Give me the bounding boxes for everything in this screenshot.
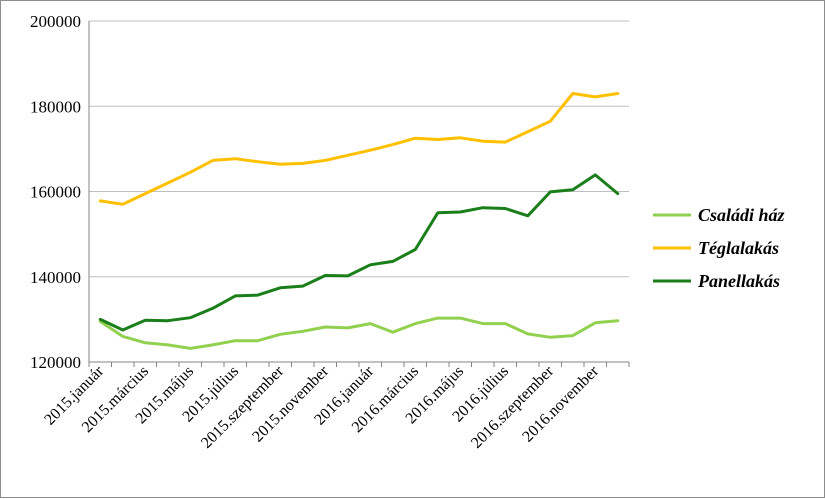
data-point xyxy=(459,136,462,139)
data-point xyxy=(301,162,304,165)
data-point xyxy=(594,173,597,177)
data-point xyxy=(121,335,124,338)
data-point xyxy=(436,211,439,215)
data-point xyxy=(234,294,237,298)
data-point xyxy=(481,140,484,143)
data-point xyxy=(414,137,417,140)
data-point xyxy=(279,286,282,290)
legend-label: Panellakás xyxy=(697,271,780,291)
series-line-0 xyxy=(98,316,620,350)
data-point xyxy=(324,274,327,277)
legend: Családi ház Téglalakás Panellakás xyxy=(653,205,785,291)
data-point xyxy=(549,190,552,194)
series-line-2 xyxy=(98,173,620,332)
data-point xyxy=(189,316,192,319)
data-point xyxy=(346,326,349,330)
data-point xyxy=(369,148,372,152)
legend-label: Családi ház xyxy=(698,205,785,225)
data-point xyxy=(121,328,124,332)
data-point xyxy=(279,333,282,336)
data-point xyxy=(99,199,102,203)
data-point xyxy=(571,188,574,191)
series-lines xyxy=(98,92,620,350)
data-point xyxy=(616,192,619,195)
data-point xyxy=(189,347,192,350)
data-point xyxy=(414,248,417,251)
data-point xyxy=(526,214,529,217)
data-point xyxy=(391,143,394,146)
data-point xyxy=(391,330,394,334)
data-point xyxy=(369,263,372,267)
data-point xyxy=(99,318,102,321)
data-point xyxy=(369,322,372,325)
data-point xyxy=(144,319,147,322)
data-point xyxy=(234,339,237,342)
data-point xyxy=(211,343,214,347)
data-point xyxy=(549,336,552,339)
data-point xyxy=(616,319,619,322)
data-point xyxy=(256,293,259,297)
gridlines xyxy=(89,20,629,278)
data-point xyxy=(211,307,214,310)
data-point xyxy=(324,159,327,162)
data-point xyxy=(481,206,484,209)
data-point xyxy=(571,334,574,337)
data-point xyxy=(504,207,507,210)
data-point xyxy=(166,319,169,322)
data-point xyxy=(571,92,574,95)
data-point xyxy=(324,325,327,329)
data-point xyxy=(504,322,507,325)
data-point xyxy=(594,95,597,99)
data-point xyxy=(459,316,462,320)
data-point xyxy=(391,260,394,263)
y-tick-label: 140000 xyxy=(30,268,81,287)
data-point xyxy=(504,140,507,144)
data-point xyxy=(166,343,169,347)
data-point xyxy=(481,322,484,325)
data-point xyxy=(189,171,192,174)
axes xyxy=(88,21,630,367)
data-point xyxy=(279,163,282,166)
y-tick-label: 160000 xyxy=(30,183,81,202)
data-point xyxy=(144,341,147,345)
data-point xyxy=(616,92,619,95)
data-point xyxy=(594,321,597,324)
data-point xyxy=(346,274,349,278)
legend-label: Téglalakás xyxy=(698,238,779,258)
data-point xyxy=(256,339,259,342)
data-point xyxy=(459,210,462,214)
data-point xyxy=(211,159,214,162)
data-point xyxy=(166,181,169,185)
y-tick-label: 180000 xyxy=(30,97,81,116)
data-point xyxy=(144,192,147,195)
data-point xyxy=(526,130,529,134)
series-line-1 xyxy=(98,92,620,206)
data-point xyxy=(234,157,237,160)
data-point xyxy=(414,322,417,325)
data-point xyxy=(526,332,529,336)
y-tick-label: 120000 xyxy=(30,353,81,372)
data-point xyxy=(121,203,124,206)
y-tick-label: 200000 xyxy=(30,12,81,31)
data-point xyxy=(301,330,304,333)
data-point xyxy=(256,160,259,163)
data-point xyxy=(436,316,439,320)
x-tick-label: 2015.szeptember xyxy=(198,362,287,451)
data-point xyxy=(549,119,552,123)
data-point xyxy=(301,284,304,288)
data-point xyxy=(436,138,439,141)
data-point xyxy=(346,154,349,157)
tick-labels: 1200001400001600001800002000002015.januá… xyxy=(30,12,603,452)
x-tick-label: 2016.szeptember xyxy=(468,362,557,451)
